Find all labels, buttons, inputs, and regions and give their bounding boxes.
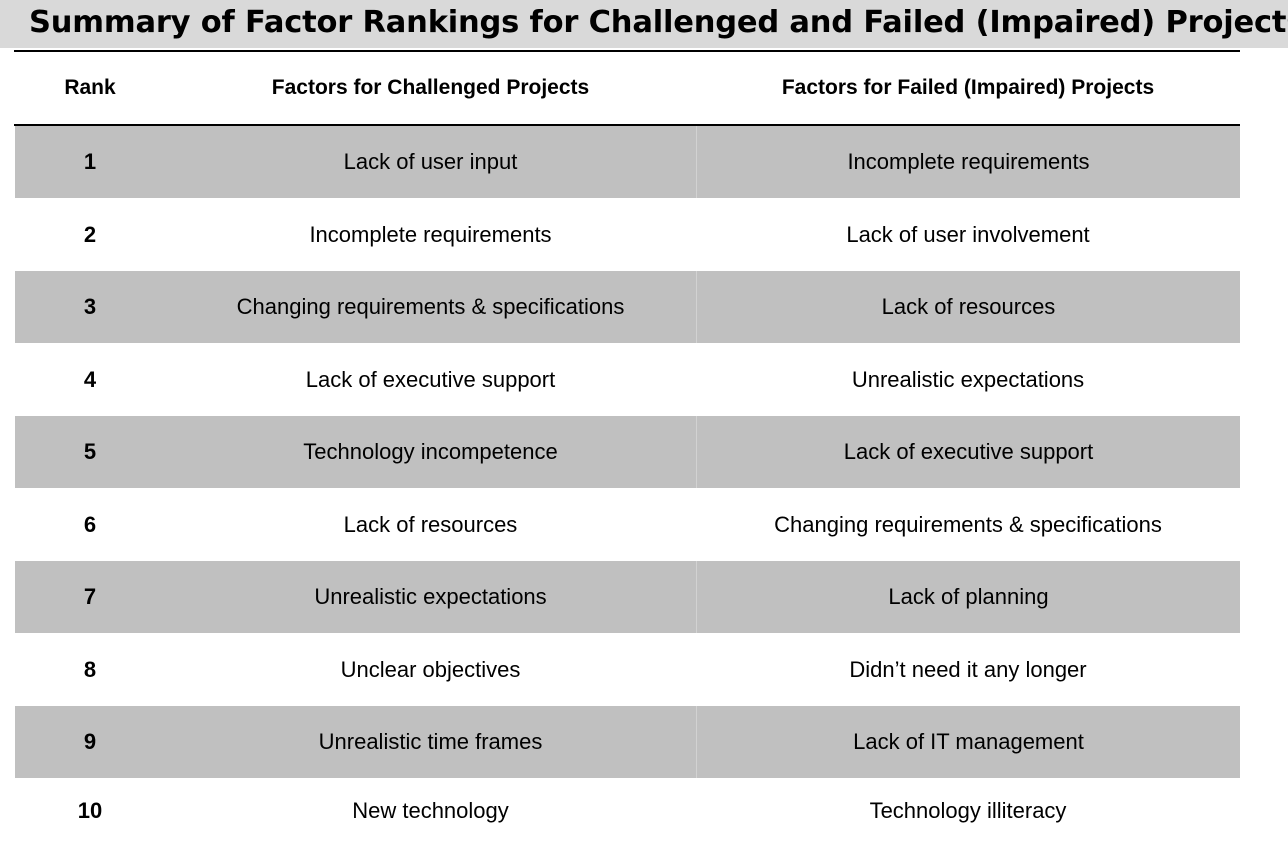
challenged-factor-cell: Lack of resources xyxy=(343,511,518,537)
table-row: 5 Technology incompetence Lack of execut… xyxy=(15,416,1240,488)
failed-factor-cell: Incomplete requirements xyxy=(696,126,1240,198)
challenged-factor-cell: Technology incompetence xyxy=(165,416,696,488)
title-divider xyxy=(14,50,1240,52)
rank-cell: 8 xyxy=(83,656,97,682)
column-header-failed: Factors for Failed (Impaired) Projects xyxy=(781,76,1155,99)
rank-cell: 7 xyxy=(15,561,165,633)
rank-cell: 6 xyxy=(83,511,97,537)
challenged-factor-cell: Incomplete requirements xyxy=(309,221,552,247)
challenged-factor-cell: Lack of executive support xyxy=(305,366,556,392)
rank-cell: 3 xyxy=(15,271,165,343)
challenged-factor-cell: Lack of user input xyxy=(165,126,696,198)
table-row: 1 Lack of user input Incomplete requirem… xyxy=(15,126,1240,198)
table-row: 10 New technology Technology illiteracy xyxy=(15,778,1240,844)
failed-factor-cell: Lack of planning xyxy=(696,561,1240,633)
failed-factor-cell: Lack of executive support xyxy=(696,416,1240,488)
table-header-row: Rank Factors for Challenged Projects Fac… xyxy=(15,52,1240,124)
challenged-factor-cell: New technology xyxy=(352,798,509,823)
failed-factor-cell: Lack of IT management xyxy=(696,706,1240,778)
failed-factor-cell: Unrealistic expectations xyxy=(851,366,1085,392)
challenged-factor-cell: Unrealistic time frames xyxy=(165,706,696,778)
header-divider xyxy=(14,124,1240,126)
challenged-factor-cell: Changing requirements & specifications xyxy=(165,271,696,343)
rank-cell: 4 xyxy=(83,366,97,392)
rank-cell: 1 xyxy=(15,126,165,198)
table-row: 4 Lack of executive support Unrealistic … xyxy=(15,343,1240,416)
column-header-rank: Rank xyxy=(64,76,116,99)
page-title: Summary of Factor Rankings for Challenge… xyxy=(29,5,1288,40)
table-row: 3 Changing requirements & specifications… xyxy=(15,271,1240,343)
table-row: 9 Unrealistic time frames Lack of IT man… xyxy=(15,706,1240,778)
failed-factor-cell: Lack of user involvement xyxy=(846,221,1090,247)
failed-factor-cell: Didn’t need it any longer xyxy=(849,656,1087,682)
failed-factor-cell: Changing requirements & specifications xyxy=(774,511,1162,537)
table-row: 6 Lack of resources Changing requirement… xyxy=(15,488,1240,561)
title-bar xyxy=(0,0,1288,48)
table-row: 8 Unclear objectives Didn’t need it any … xyxy=(15,633,1240,706)
rank-cell: 10 xyxy=(77,798,103,823)
column-header-challenged: Factors for Challenged Projects xyxy=(271,76,590,99)
table-row: 2 Incomplete requirements Lack of user i… xyxy=(15,198,1240,271)
factor-ranking-table: Rank Factors for Challenged Projects Fac… xyxy=(14,52,1240,844)
rank-cell: 9 xyxy=(15,706,165,778)
rank-cell: 5 xyxy=(15,416,165,488)
table-row: 7 Unrealistic expectations Lack of plann… xyxy=(15,561,1240,633)
failed-factor-cell: Technology illiteracy xyxy=(869,798,1067,823)
challenged-factor-cell: Unrealistic expectations xyxy=(165,561,696,633)
failed-factor-cell: Lack of resources xyxy=(696,271,1240,343)
challenged-factor-cell: Unclear objectives xyxy=(340,656,521,682)
rank-cell: 2 xyxy=(83,221,97,247)
